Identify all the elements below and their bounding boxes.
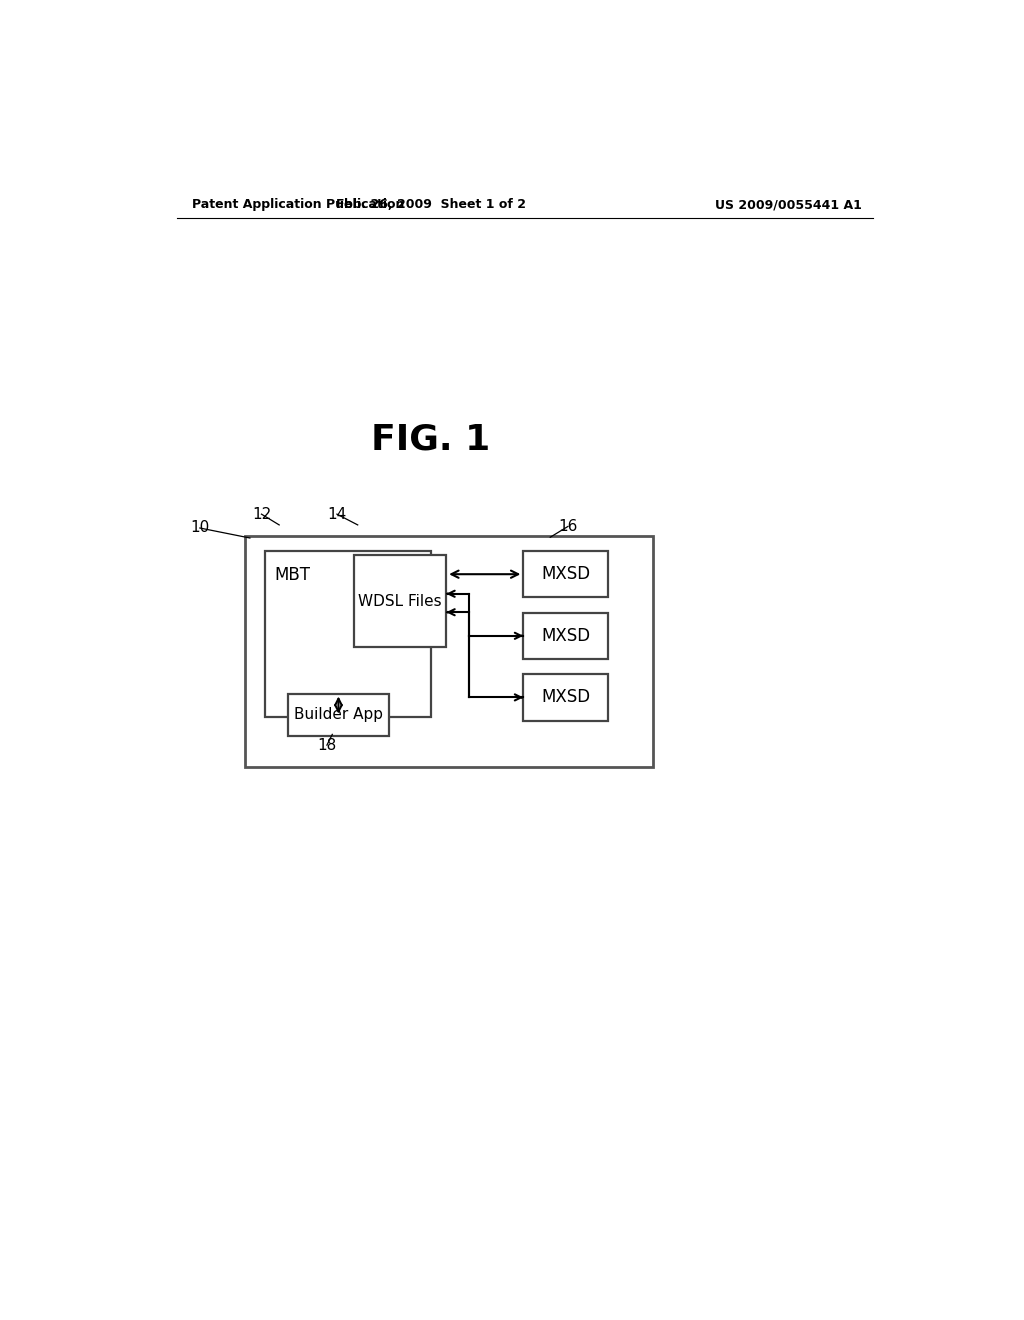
Text: 10: 10 [190,520,210,536]
Text: 16: 16 [558,519,578,535]
Text: US 2009/0055441 A1: US 2009/0055441 A1 [716,198,862,211]
Text: Patent Application Publication: Patent Application Publication [193,198,404,211]
Bar [245,536,652,767]
Text: Feb. 26, 2009  Sheet 1 of 2: Feb. 26, 2009 Sheet 1 of 2 [336,198,526,211]
Text: 12: 12 [252,507,271,521]
Bar [523,552,608,598]
Bar [523,612,608,659]
Bar [289,693,388,737]
Text: MXSD: MXSD [541,565,590,583]
Text: WDSL Files: WDSL Files [358,594,442,609]
Text: MXSD: MXSD [541,689,590,706]
Text: FIG. 1: FIG. 1 [372,422,490,457]
Text: Builder App: Builder App [294,708,383,722]
Text: MXSD: MXSD [541,627,590,644]
Text: 14: 14 [328,507,346,521]
Bar [523,675,608,721]
Bar [265,552,431,717]
Text: MBT: MBT [274,566,310,585]
Text: 18: 18 [317,738,337,752]
Bar [354,554,446,647]
